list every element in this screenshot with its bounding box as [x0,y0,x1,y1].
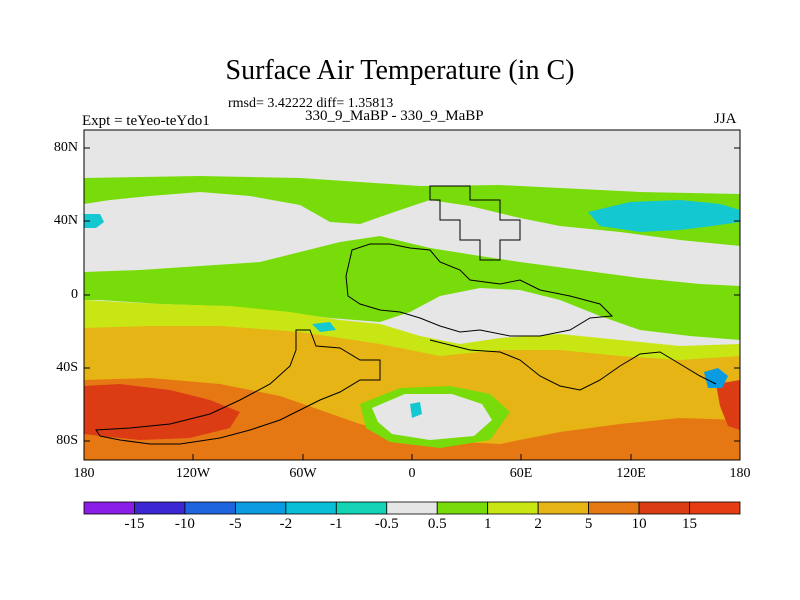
south-dark-orange-region [84,378,740,460]
y-tick-label: 40S [56,360,78,375]
case-label: 330_9_MaBP - 330_9_MaBP [305,108,484,124]
x-tick-label: 180 [73,466,95,481]
colorbar-label: -10 [174,516,195,532]
antarctic-inner-patch [372,394,492,440]
axis-ticks [84,147,740,460]
colorbar-swatch [83,501,135,515]
cyan-patch-central [312,322,336,332]
coastline-outlines [95,185,717,445]
outline-block-north [429,185,521,261]
blue-patch-east [704,368,728,388]
y-tick-label: 80N [53,140,78,155]
outline-block-antarctic-ridge [429,339,717,391]
colorbar-label: 5 [584,516,593,532]
colorbar-label: 10 [631,516,647,532]
colorbar-label: 15 [682,516,698,532]
colorbar-swatch [285,501,337,515]
colorbar-swatch [537,501,590,515]
experiment-label: Expt = teYeo-teYdo1 [82,113,210,129]
outline-block-africa [345,243,614,337]
colorbar-swatch [234,501,287,515]
colorbar-swatch [436,501,489,515]
y-tick-label: 80S [56,433,78,448]
x-tick-label: 60E [509,466,533,481]
colorbar-swatch [689,501,741,515]
season-label: JJA [714,111,737,127]
x-tick-label: 120E [616,466,646,481]
colorbar-swatch [184,501,236,515]
outline-block-south-america [95,329,381,445]
x-tick-label: 180 [729,466,751,481]
colorbar-swatch [638,501,690,515]
colorbar-label: -15 [124,516,145,532]
colorbar-label: -2 [279,516,293,532]
red-patch-east [716,380,740,430]
colorbar-label: -1 [330,516,343,532]
x-tick-label: 60W [289,466,317,481]
cyan-patch-west [84,214,104,228]
map-title: Surface Air Temperature (in C) [225,55,575,86]
colorbar-swatch [588,501,640,515]
tropical-green-band [84,236,740,340]
colorbar-label: 2 [534,516,542,532]
red-patch-west [84,384,240,440]
colorbar-label: 1 [483,516,492,532]
cyan-patch-antarctic [410,402,422,418]
colorbar-swatch [335,501,388,515]
north-green-band [84,176,740,246]
x-tick-label: 0 [408,466,416,481]
x-tick-label: 120W [175,466,211,481]
colorbar-swatch [386,501,438,515]
y-tick-label: 0 [71,287,78,302]
colorbar-label: -0.5 [374,516,399,532]
colorbar-swatch [134,501,186,515]
colorbar [83,501,741,515]
y-tick-label: 40N [53,213,78,228]
stats-label: rmsd= 3.42222 diff= 1.35813 [228,96,394,111]
colorbar-label: 0.5 [427,516,447,532]
cyan-patch-asia [588,200,740,232]
map-field [84,130,740,460]
colorbar-label: -5 [229,516,242,532]
south-yellow-band [84,300,740,360]
colorbar-swatch [487,501,539,515]
